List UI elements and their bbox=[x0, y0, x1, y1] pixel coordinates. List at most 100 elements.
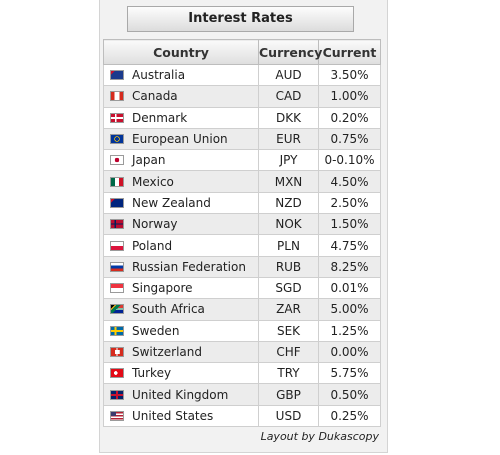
column-header-currency: Currency bbox=[258, 39, 322, 65]
country-cell: New Zealand bbox=[103, 191, 259, 215]
country-cell: Turkey bbox=[103, 362, 259, 385]
table-row: Australia AUD 3.50% bbox=[103, 63, 381, 87]
current-rate-cell: 4.50% bbox=[318, 170, 381, 193]
current-rate-cell: 5.75% bbox=[318, 362, 381, 385]
currency-cell: MXN bbox=[258, 170, 319, 193]
country-cell: United States bbox=[103, 404, 259, 428]
au-flag-icon bbox=[110, 70, 124, 81]
country-cell: Denmark bbox=[103, 106, 259, 129]
country-cell: Australia bbox=[103, 63, 259, 87]
current-rate-cell: 0.20% bbox=[318, 106, 381, 129]
table-row: Japan JPY 0-0.10% bbox=[103, 149, 381, 172]
current-rate-cell: 3.50% bbox=[318, 63, 381, 87]
country-name: Mexico bbox=[132, 174, 174, 189]
country-name: South Africa bbox=[132, 302, 205, 317]
table-row: New Zealand NZD 2.50% bbox=[103, 191, 381, 215]
current-rate-cell: 4.75% bbox=[318, 234, 381, 257]
currency-cell: DKK bbox=[258, 106, 319, 129]
no-flag-icon bbox=[110, 219, 124, 230]
table-row: Norway NOK 1.50% bbox=[103, 213, 381, 236]
current-rate-cell: 1.50% bbox=[318, 213, 381, 236]
nz-flag-icon bbox=[110, 197, 124, 208]
se-flag-icon bbox=[110, 325, 124, 336]
currency-cell: AUD bbox=[258, 63, 319, 87]
currency-cell: CHF bbox=[258, 340, 319, 364]
current-rate-cell: 0.50% bbox=[318, 383, 381, 406]
country-name: Denmark bbox=[132, 110, 188, 125]
table-row: Denmark DKK 0.20% bbox=[103, 106, 381, 129]
table-row: Mexico MXN 4.50% bbox=[103, 170, 381, 193]
country-cell: Singapore bbox=[103, 276, 259, 300]
currency-cell: SEK bbox=[258, 319, 319, 342]
table-row: Poland PLN 4.75% bbox=[103, 234, 381, 257]
country-name: Sweden bbox=[132, 323, 180, 338]
currency-cell: PLN bbox=[258, 234, 319, 257]
currency-cell: USD bbox=[258, 404, 319, 428]
country-name: United Kingdom bbox=[132, 387, 229, 402]
country-name: Russian Federation bbox=[132, 259, 246, 274]
ch-flag-icon bbox=[110, 347, 124, 357]
country-cell: Switzerland bbox=[103, 340, 259, 364]
country-cell: Canada bbox=[103, 85, 259, 108]
tr-flag-icon bbox=[110, 368, 124, 379]
currency-cell: GBP bbox=[258, 383, 319, 406]
pl-flag-icon bbox=[110, 240, 124, 251]
country-name: Singapore bbox=[132, 281, 193, 296]
current-rate-cell: 0-0.10% bbox=[318, 149, 381, 172]
country-cell: Poland bbox=[103, 234, 259, 257]
country-name: United States bbox=[132, 408, 214, 423]
us-flag-icon bbox=[110, 410, 124, 421]
ru-flag-icon bbox=[110, 261, 124, 272]
current-rate-cell: 1.00% bbox=[318, 85, 381, 108]
column-header-country: Country bbox=[103, 39, 259, 65]
country-name: Norway bbox=[132, 217, 178, 232]
country-cell: European Union bbox=[103, 127, 259, 151]
za-flag-icon bbox=[110, 304, 124, 315]
country-name: Poland bbox=[132, 238, 173, 253]
table-row: United States USD 0.25% bbox=[103, 404, 381, 428]
current-rate-cell: 0.25% bbox=[318, 404, 381, 428]
country-name: European Union bbox=[132, 132, 228, 147]
current-rate-cell: 5.00% bbox=[318, 298, 381, 321]
current-rate-cell: 1.25% bbox=[318, 319, 381, 342]
table-row: European Union EUR 0.75% bbox=[103, 127, 381, 151]
current-rate-cell: 0.00% bbox=[318, 340, 381, 364]
country-name: Japan bbox=[132, 153, 166, 168]
jp-flag-icon bbox=[110, 155, 124, 166]
country-cell: Russian Federation bbox=[103, 255, 259, 278]
current-rate-cell: 8.25% bbox=[318, 255, 381, 278]
country-name: Switzerland bbox=[132, 345, 202, 359]
currency-cell: EUR bbox=[258, 127, 319, 151]
widget-title: Interest Rates bbox=[127, 6, 354, 32]
country-name: Australia bbox=[132, 68, 186, 83]
dk-flag-icon bbox=[110, 112, 124, 123]
table-row: Singapore SGD 0.01% bbox=[103, 276, 381, 300]
current-rate-cell: 0.01% bbox=[318, 276, 381, 300]
eu-flag-icon bbox=[110, 134, 124, 145]
table-row: Canada CAD 1.00% bbox=[103, 85, 381, 108]
country-cell: Sweden bbox=[103, 319, 259, 342]
table-row: Switzerland CHF 0.00% bbox=[103, 340, 381, 364]
table-row: Sweden SEK 1.25% bbox=[103, 319, 381, 342]
currency-cell: NZD bbox=[258, 191, 319, 215]
interest-rates-table: Country Currency Current Australia AUD 3.5… bbox=[103, 39, 381, 428]
gb-flag-icon bbox=[110, 389, 124, 400]
country-name: New Zealand bbox=[132, 195, 211, 210]
current-rate-cell: 2.50% bbox=[318, 191, 381, 215]
currency-cell: SGD bbox=[258, 276, 319, 300]
layout-credit: Layout by Dukascopy bbox=[260, 430, 379, 443]
country-cell: United Kingdom bbox=[103, 383, 259, 406]
table-row: Russian Federation RUB 8.25% bbox=[103, 255, 381, 278]
currency-cell: NOK bbox=[258, 213, 319, 236]
ca-flag-icon bbox=[110, 91, 124, 102]
interest-rates-widget: Interest Rates Country Currency Current … bbox=[99, 0, 388, 453]
country-cell: South Africa bbox=[103, 298, 259, 321]
table-row: Turkey TRY 5.75% bbox=[103, 362, 381, 385]
currency-cell: JPY bbox=[258, 149, 319, 172]
country-name: Canada bbox=[132, 89, 178, 104]
mx-flag-icon bbox=[110, 176, 124, 187]
table-header-row: Country Currency Current bbox=[103, 39, 381, 65]
column-header-current: Current bbox=[318, 39, 381, 65]
country-cell: Mexico bbox=[103, 170, 259, 193]
currency-cell: CAD bbox=[258, 85, 319, 108]
